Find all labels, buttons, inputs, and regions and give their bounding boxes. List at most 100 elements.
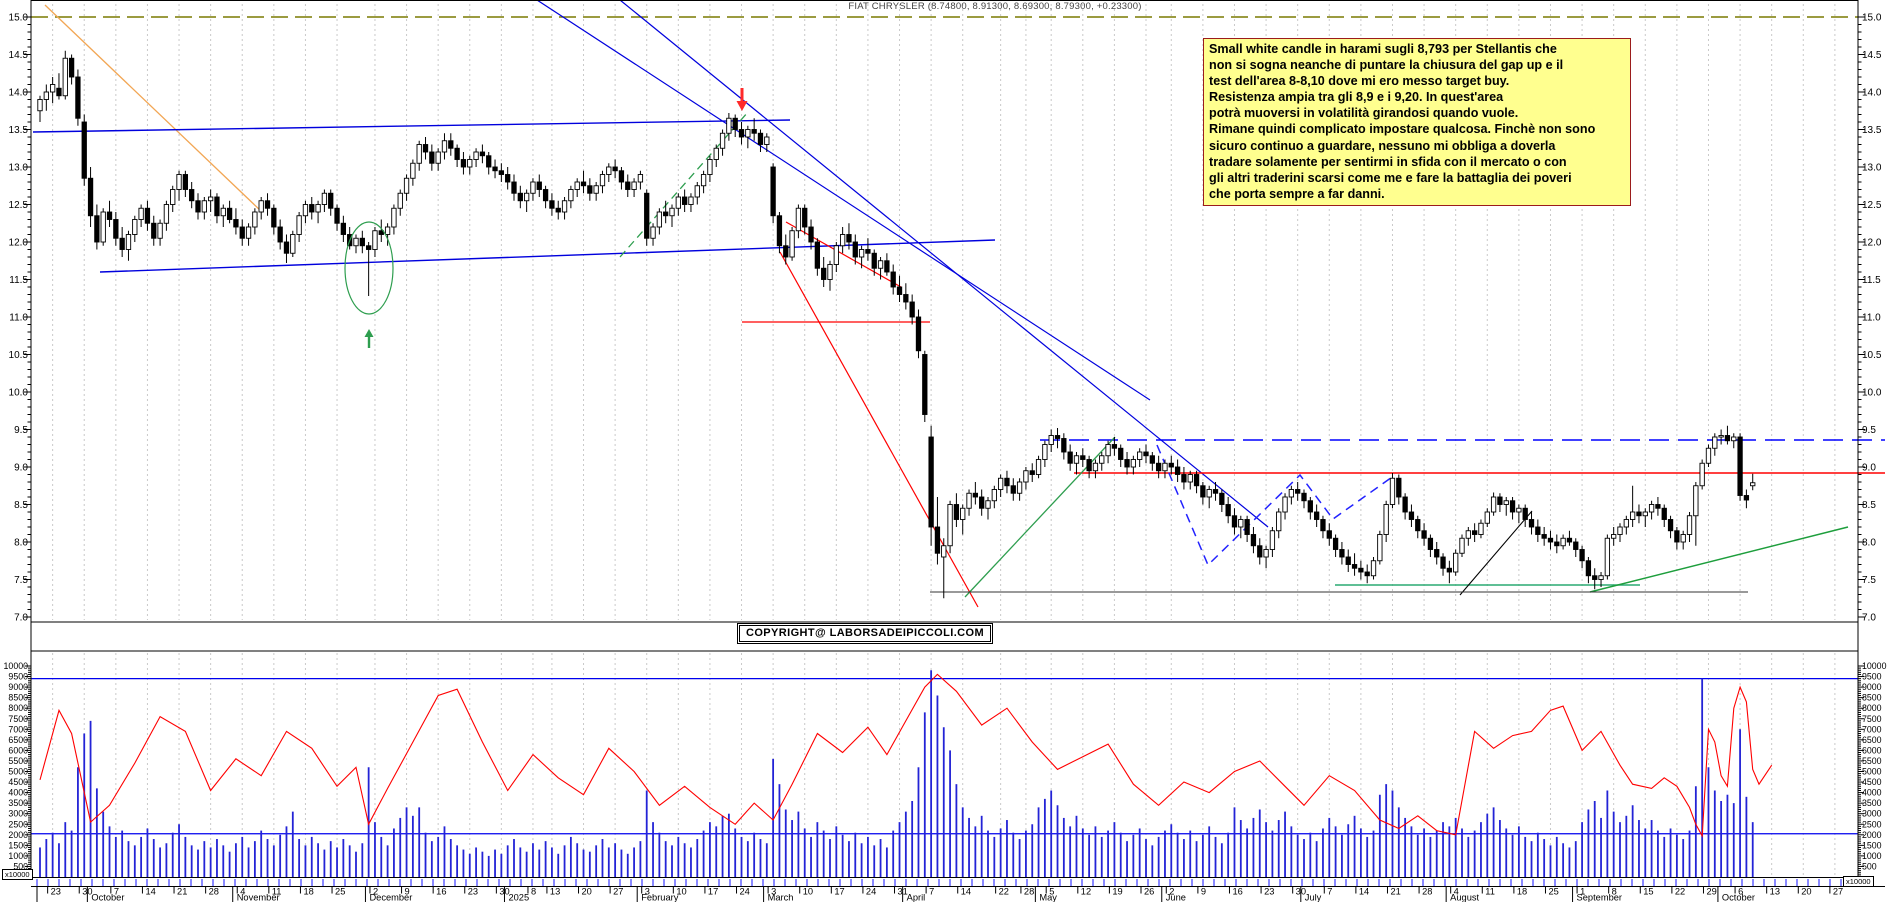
candlesticks [37, 50, 1756, 599]
svg-text:8.5: 8.5 [1862, 500, 1876, 511]
svg-text:28: 28 [1024, 887, 1034, 897]
svg-text:14.0: 14.0 [1862, 88, 1882, 99]
svg-text:9500: 9500 [1862, 672, 1882, 682]
analyst-note-line: che porta sempre a far danni. [1209, 186, 1385, 201]
svg-text:25: 25 [1548, 887, 1558, 897]
svg-text:9000: 9000 [8, 682, 28, 692]
svg-text:12.0: 12.0 [1862, 238, 1882, 249]
volume-unit-label-left: x10000 [2, 869, 33, 880]
orange-downtrend [44, 4, 263, 213]
green-ellipse-marker [344, 221, 394, 315]
svg-text:2025: 2025 [508, 893, 529, 902]
svg-text:9500: 9500 [8, 672, 28, 682]
svg-text:15.0: 15.0 [1862, 13, 1882, 24]
black-uptrend-aug [1459, 510, 1533, 596]
analyst-note-line: tradare solamente per sentirmi in sfida … [1209, 154, 1567, 169]
svg-text:3500: 3500 [8, 798, 28, 808]
svg-text:March: March [768, 893, 794, 902]
svg-text:25: 25 [335, 887, 345, 897]
svg-text:June: June [1166, 893, 1186, 902]
svg-text:23: 23 [1264, 887, 1274, 897]
svg-text:8.5: 8.5 [14, 500, 28, 511]
svg-text:14.5: 14.5 [9, 50, 29, 61]
svg-text:17: 17 [708, 887, 718, 897]
svg-text:11: 11 [272, 887, 282, 897]
svg-text:500: 500 [1862, 861, 1877, 871]
svg-text:29: 29 [1706, 887, 1716, 897]
svg-text:26: 26 [1144, 887, 1154, 897]
svg-text:6: 6 [1738, 887, 1743, 897]
analyst-note-line: test dell'area 8-8,10 dove mi ero messo … [1209, 74, 1510, 89]
svg-text:13.0: 13.0 [1862, 163, 1882, 174]
svg-text:3: 3 [771, 887, 776, 897]
red-march-downtrend [785, 221, 902, 288]
svg-text:4: 4 [240, 887, 245, 897]
svg-text:2000: 2000 [1862, 830, 1882, 840]
svg-text:5500: 5500 [1862, 756, 1882, 766]
svg-text:10000: 10000 [1862, 661, 1887, 671]
svg-text:16: 16 [1232, 887, 1242, 897]
svg-text:17: 17 [834, 887, 844, 897]
svg-text:8.0: 8.0 [1862, 538, 1876, 549]
svg-text:13: 13 [1770, 887, 1780, 897]
svg-text:10.5: 10.5 [1862, 350, 1882, 361]
svg-text:23: 23 [51, 887, 61, 897]
svg-text:13: 13 [550, 887, 560, 897]
svg-text:7.0: 7.0 [14, 613, 28, 624]
svg-text:6500: 6500 [1862, 735, 1882, 745]
svg-text:7500: 7500 [1862, 714, 1882, 724]
svg-text:7: 7 [929, 887, 934, 897]
svg-text:February: February [641, 893, 679, 902]
red-down-arrow [736, 101, 748, 111]
svg-text:1500: 1500 [1862, 840, 1882, 850]
svg-text:14: 14 [145, 887, 155, 897]
svg-text:11.0: 11.0 [1862, 313, 1881, 324]
svg-text:1500: 1500 [8, 840, 28, 850]
analyst-note-line: Resistenza ampia tra gli 8,9 e i 9,20. I… [1209, 90, 1504, 105]
green-up-arrow [364, 329, 374, 337]
svg-text:September: September [1577, 893, 1622, 902]
svg-text:9.5: 9.5 [1862, 425, 1876, 436]
svg-text:4000: 4000 [1862, 788, 1882, 798]
svg-text:5000: 5000 [8, 767, 28, 777]
svg-text:5500: 5500 [8, 756, 28, 766]
svg-text:14: 14 [961, 887, 971, 897]
volume-unit-label-right: x10000 [1843, 876, 1874, 887]
svg-text:27: 27 [1833, 887, 1843, 897]
svg-text:22: 22 [999, 887, 1009, 897]
svg-text:15.0: 15.0 [9, 13, 29, 24]
svg-text:28: 28 [209, 887, 219, 897]
svg-text:3000: 3000 [8, 809, 28, 819]
svg-text:8: 8 [531, 887, 536, 897]
svg-text:10: 10 [676, 887, 686, 897]
analyst-note: Small white candle in harami sugli 8,793… [1203, 38, 1631, 206]
svg-text:10000: 10000 [4, 661, 29, 671]
svg-text:9: 9 [1201, 887, 1206, 897]
volume-bars [31, 670, 1858, 877]
svg-text:500: 500 [13, 861, 28, 871]
svg-text:4500: 4500 [1862, 777, 1882, 787]
svg-text:October: October [91, 893, 124, 902]
analyst-note-line: gli altri traderini scarsi come me e far… [1209, 170, 1572, 185]
svg-text:8.0: 8.0 [14, 538, 28, 549]
svg-text:11: 11 [1485, 887, 1495, 897]
chart-title: FIAT CHRYSLER (8.74800, 8.91300, 8.69300… [848, 1, 1142, 12]
analyst-note-line: Small white candle in harami sugli 8,793… [1209, 42, 1557, 56]
svg-text:14.5: 14.5 [1862, 50, 1882, 61]
svg-text:3500: 3500 [1862, 798, 1882, 808]
svg-text:7.0: 7.0 [1862, 613, 1876, 624]
svg-text:10: 10 [803, 887, 813, 897]
copyright-badge: COPYRIGHT@ LABORSADEIPICCOLI.COM [736, 623, 994, 644]
svg-text:12.0: 12.0 [9, 238, 29, 249]
svg-text:7500: 7500 [8, 714, 28, 724]
svg-text:7.5: 7.5 [14, 575, 28, 586]
svg-text:2: 2 [373, 887, 378, 897]
svg-text:8000: 8000 [1862, 703, 1882, 713]
svg-text:5000: 5000 [1862, 767, 1882, 777]
svg-text:9000: 9000 [1862, 682, 1882, 692]
svg-text:11.5: 11.5 [9, 275, 28, 286]
svg-text:9.0: 9.0 [1862, 463, 1876, 474]
svg-text:7.5: 7.5 [1862, 575, 1876, 586]
